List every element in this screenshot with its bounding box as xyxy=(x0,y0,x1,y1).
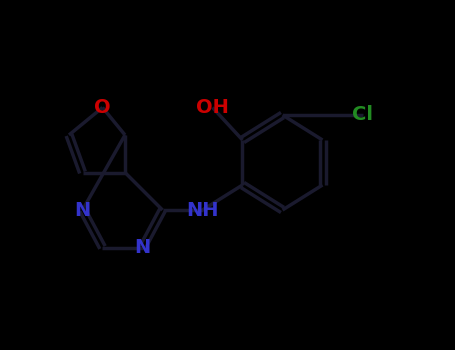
Text: Cl: Cl xyxy=(352,105,373,125)
Text: NH: NH xyxy=(186,201,219,219)
Text: N: N xyxy=(74,201,91,219)
Text: N: N xyxy=(134,238,151,257)
Text: OH: OH xyxy=(196,98,229,117)
Text: O: O xyxy=(94,98,111,117)
